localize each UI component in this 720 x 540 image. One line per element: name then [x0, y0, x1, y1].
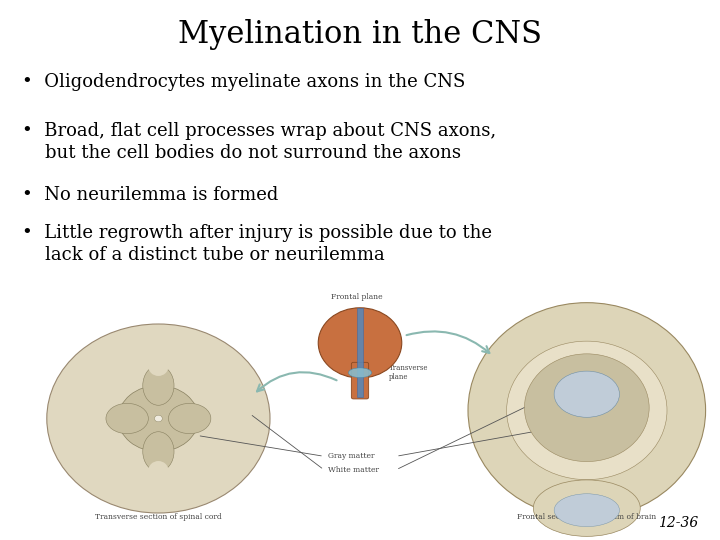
Text: Transverse
plane: Transverse plane	[389, 364, 428, 381]
Ellipse shape	[507, 341, 667, 480]
Text: •  Oligodendrocytes myelinate axons in the CNS: • Oligodendrocytes myelinate axons in th…	[22, 73, 465, 91]
Ellipse shape	[534, 480, 640, 536]
FancyBboxPatch shape	[351, 362, 369, 399]
Text: Myelination in the CNS: Myelination in the CNS	[178, 19, 542, 50]
Ellipse shape	[148, 357, 168, 376]
Ellipse shape	[143, 432, 174, 471]
Ellipse shape	[524, 354, 649, 462]
Ellipse shape	[468, 302, 706, 518]
Ellipse shape	[143, 366, 174, 405]
Ellipse shape	[118, 386, 199, 451]
Text: 12-36: 12-36	[658, 516, 698, 530]
Ellipse shape	[168, 403, 211, 434]
Ellipse shape	[155, 415, 162, 422]
Ellipse shape	[318, 308, 402, 378]
Text: Frontal section of cerebrum of brain: Frontal section of cerebrum of brain	[517, 513, 657, 521]
Ellipse shape	[148, 461, 168, 480]
Text: White matter: White matter	[328, 466, 379, 474]
Text: •  Broad, flat cell processes wrap about CNS axons,
    but the cell bodies do n: • Broad, flat cell processes wrap about …	[22, 122, 496, 161]
Text: •  No neurilemma is formed: • No neurilemma is formed	[22, 186, 278, 204]
Text: Gray matter: Gray matter	[328, 453, 374, 460]
Ellipse shape	[348, 368, 372, 377]
Text: •  Little regrowth after injury is possible due to the
    lack of a distinct tu: • Little regrowth after injury is possib…	[22, 224, 492, 264]
Ellipse shape	[106, 403, 148, 434]
Ellipse shape	[554, 494, 619, 526]
Text: Transverse section of spinal cord: Transverse section of spinal cord	[95, 513, 222, 521]
Ellipse shape	[554, 371, 619, 417]
Ellipse shape	[47, 324, 270, 513]
FancyBboxPatch shape	[357, 308, 363, 397]
Text: Frontal plane: Frontal plane	[330, 293, 382, 301]
